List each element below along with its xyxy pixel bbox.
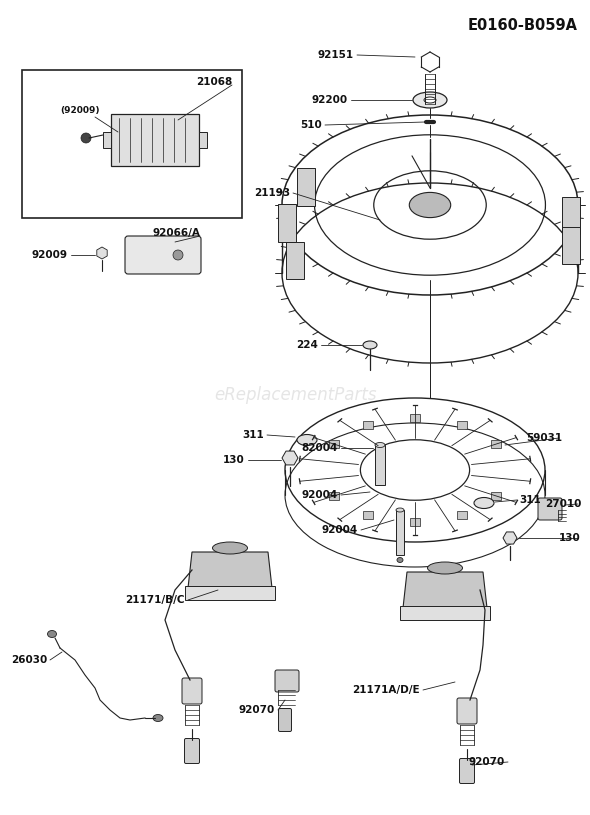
Bar (375, 445, 385, 485)
Bar (329, 492, 339, 500)
Bar (363, 511, 373, 519)
Text: 21171A/D/E: 21171A/D/E (352, 685, 420, 695)
Circle shape (173, 250, 183, 260)
FancyBboxPatch shape (278, 708, 291, 732)
Text: 27010: 27010 (545, 499, 581, 509)
Bar (400, 606, 490, 620)
Bar (562, 227, 581, 264)
Bar (199, 132, 207, 148)
Ellipse shape (424, 97, 436, 103)
FancyBboxPatch shape (538, 498, 562, 520)
Ellipse shape (413, 92, 447, 108)
Text: 92070: 92070 (239, 705, 275, 715)
Ellipse shape (375, 443, 385, 447)
FancyBboxPatch shape (457, 698, 477, 724)
Text: 82004: 82004 (301, 443, 338, 453)
Ellipse shape (428, 562, 463, 574)
Text: 92070: 92070 (468, 757, 505, 767)
Polygon shape (188, 552, 272, 588)
Bar (22, 70, 242, 218)
Bar (457, 511, 467, 519)
Text: 92200: 92200 (312, 95, 348, 105)
Ellipse shape (48, 631, 57, 637)
Text: 92066/A: 92066/A (152, 228, 200, 238)
Ellipse shape (474, 497, 494, 509)
Text: 311: 311 (242, 430, 264, 440)
Text: 21193: 21193 (254, 188, 290, 198)
Ellipse shape (363, 341, 377, 349)
Text: 311: 311 (519, 495, 541, 505)
Ellipse shape (360, 440, 470, 500)
Text: (92009): (92009) (60, 105, 100, 114)
Text: 92004: 92004 (322, 525, 358, 535)
Bar (286, 242, 304, 279)
Text: 92004: 92004 (301, 490, 338, 500)
Ellipse shape (396, 508, 404, 512)
Text: eReplacementParts: eReplacementParts (214, 386, 376, 404)
Text: 130: 130 (559, 533, 581, 543)
Ellipse shape (297, 434, 317, 446)
FancyBboxPatch shape (460, 759, 474, 783)
Bar (297, 168, 314, 205)
Ellipse shape (409, 192, 451, 218)
Bar (363, 421, 373, 430)
Bar (562, 196, 581, 234)
Text: 26030: 26030 (11, 655, 47, 665)
Text: 224: 224 (296, 340, 318, 350)
Bar (278, 205, 296, 241)
Circle shape (81, 133, 91, 143)
Bar (103, 132, 111, 148)
Ellipse shape (153, 715, 163, 721)
Text: 130: 130 (223, 455, 245, 465)
Text: 21068: 21068 (196, 77, 232, 87)
Bar (457, 421, 467, 430)
Ellipse shape (212, 542, 247, 554)
Bar (491, 440, 501, 448)
FancyBboxPatch shape (275, 670, 299, 692)
Bar (329, 440, 339, 448)
Text: 92151: 92151 (318, 50, 354, 60)
Bar (396, 510, 404, 555)
Bar (491, 492, 501, 500)
Text: 59031: 59031 (526, 433, 562, 443)
Bar (185, 586, 275, 600)
Text: 510: 510 (300, 120, 322, 130)
Bar (111, 114, 199, 166)
Text: E0160-B059A: E0160-B059A (468, 18, 578, 33)
FancyBboxPatch shape (182, 678, 202, 704)
FancyBboxPatch shape (185, 738, 199, 764)
Polygon shape (403, 572, 487, 608)
Bar (410, 518, 420, 526)
Text: 21171/B/C: 21171/B/C (126, 595, 185, 605)
Ellipse shape (397, 557, 403, 562)
Bar (410, 414, 420, 422)
Text: 92009: 92009 (32, 250, 68, 260)
FancyBboxPatch shape (125, 236, 201, 274)
